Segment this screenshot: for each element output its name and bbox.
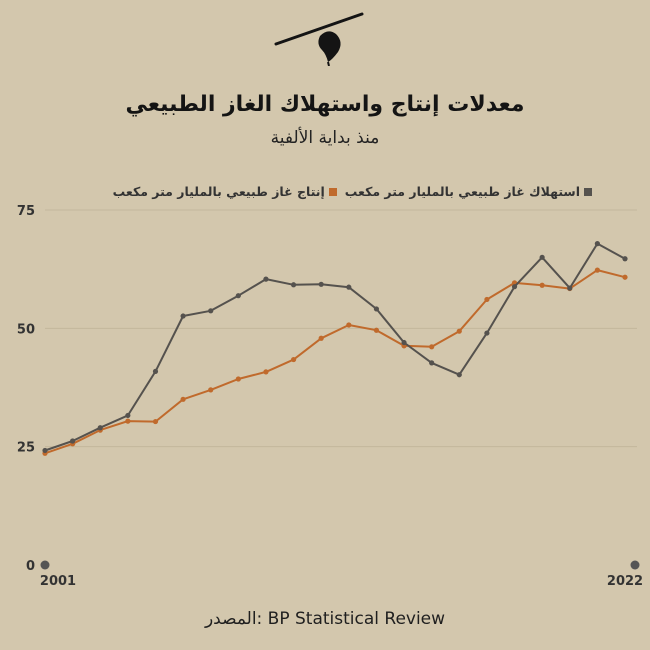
chart-subtitle: منذ بداية الألفية: [270, 128, 380, 148]
axis-end-dot: [630, 560, 640, 570]
y-tick-label-50: 50: [17, 322, 35, 337]
data-point-production-2012: [346, 322, 352, 328]
data-point-production-2013: [373, 327, 380, 333]
data-point-consumption-2003: [97, 425, 103, 431]
data-point-consumption-2015: [429, 360, 435, 366]
data-point-consumption-2021: [594, 241, 600, 247]
data-point-production-2016: [456, 328, 462, 334]
chart-title: معدلات إنتاج واستهلاك الغاز الطبيعي: [125, 92, 525, 117]
data-point-consumption-2017: [484, 330, 490, 336]
y-tick-label-0: 0: [26, 559, 35, 574]
data-point-consumption-2011: [318, 281, 324, 287]
data-point-consumption-2013: [373, 306, 380, 312]
data-point-consumption-2022: [622, 256, 628, 262]
feather-quill-icon: [274, 12, 364, 66]
data-point-production-2005: [152, 418, 159, 425]
series-line-consumption: [44, 242, 626, 452]
data-point-consumption-2001: [42, 447, 48, 454]
line-chart: 0 25 50 75 2001 2022: [17, 204, 643, 589]
data-point-production-2015: [429, 344, 435, 350]
data-point-production-2021: [594, 267, 600, 273]
data-point-production-2022: [622, 274, 628, 280]
data-point-production-2004: [125, 418, 131, 424]
axis-start-dot: [40, 560, 50, 570]
legend-swatch-consumption: [584, 187, 592, 196]
data-point-production-2010: [290, 356, 297, 363]
data-point-consumption-2006: [180, 313, 186, 319]
data-point-consumption-2012: [346, 284, 352, 290]
legend-item-production: إنتاج غاز طبيعي بالمليار متر مكعب: [113, 184, 337, 199]
source-note: المصدر: BP Statistical Review: [204, 609, 446, 629]
legend-swatch-production: [328, 187, 337, 196]
data-point-consumption-2020: [567, 285, 573, 291]
data-point-consumption-2008: [235, 293, 241, 299]
x-tick-label-start: 2001: [40, 574, 76, 589]
data-point-consumption-2004: [125, 412, 131, 419]
chart-legend: استهلاك غاز طبيعي بالمليار متر مكعب إنتا…: [113, 184, 592, 199]
data-point-consumption-2019: [539, 254, 545, 260]
data-point-consumption-2018: [511, 284, 518, 290]
data-point-consumption-2016: [456, 372, 462, 378]
data-point-consumption-2009: [263, 276, 269, 282]
x-tick-label-end: 2022: [607, 574, 643, 589]
data-point-production-2009: [263, 369, 269, 375]
data-point-production-2011: [318, 335, 324, 341]
data-point-production-2019: [539, 282, 545, 288]
data-point-consumption-2002: [70, 438, 76, 444]
y-tick-label-75: 75: [17, 204, 35, 219]
data-point-consumption-2010: [290, 282, 297, 288]
data-point-consumption-2005: [152, 368, 159, 375]
legend-item-consumption: استهلاك غاز طبيعي بالمليار متر مكعب: [345, 184, 592, 199]
data-point-production-2006: [180, 396, 186, 402]
series-line-production: [44, 269, 626, 455]
data-point-production-2017: [484, 296, 490, 303]
data-point-production-2008: [235, 376, 241, 382]
data-point-consumption-2007: [208, 308, 214, 314]
data-point-production-2007: [208, 387, 214, 393]
legend-label-consumption: استهلاك غاز طبيعي بالمليار متر مكعب: [344, 184, 580, 199]
legend-label-production: إنتاج غاز طبيعي بالمليار متر مكعب: [112, 184, 325, 199]
y-tick-label-25: 25: [17, 441, 35, 456]
data-point-consumption-2014: [401, 339, 407, 346]
